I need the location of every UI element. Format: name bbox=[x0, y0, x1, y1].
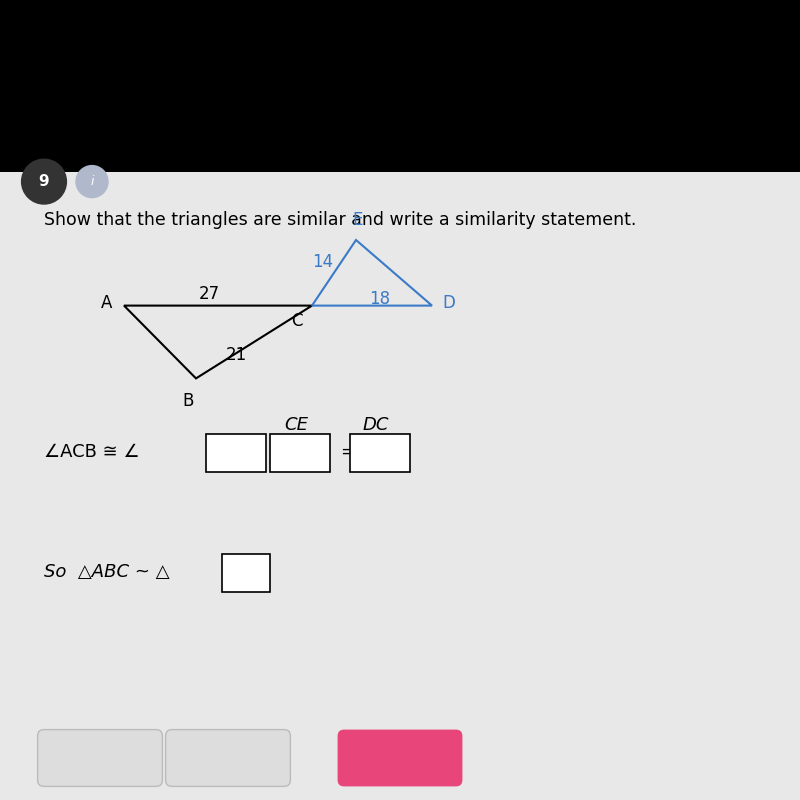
Text: ,: , bbox=[268, 447, 274, 465]
FancyBboxPatch shape bbox=[206, 434, 266, 472]
Text: 18: 18 bbox=[370, 290, 390, 308]
FancyBboxPatch shape bbox=[166, 730, 290, 786]
FancyBboxPatch shape bbox=[350, 434, 410, 472]
Text: i: i bbox=[90, 175, 94, 188]
Circle shape bbox=[76, 166, 108, 198]
Text: B: B bbox=[182, 392, 194, 410]
Text: CE: CE bbox=[284, 416, 308, 434]
Text: A: A bbox=[101, 294, 112, 312]
Text: =: = bbox=[340, 443, 354, 461]
FancyBboxPatch shape bbox=[222, 554, 270, 592]
FancyBboxPatch shape bbox=[38, 730, 162, 786]
Text: So  △ABC ~ △: So △ABC ~ △ bbox=[44, 563, 170, 581]
Text: 14: 14 bbox=[312, 254, 333, 271]
FancyBboxPatch shape bbox=[338, 730, 462, 786]
Text: 27: 27 bbox=[199, 286, 220, 303]
Text: 21: 21 bbox=[226, 346, 246, 364]
Text: ∠ACB ≅ ∠: ∠ACB ≅ ∠ bbox=[44, 443, 140, 461]
Text: 9: 9 bbox=[38, 174, 50, 189]
FancyBboxPatch shape bbox=[270, 434, 330, 472]
Text: Show that the triangles are similar and write a similarity statement.: Show that the triangles are similar and … bbox=[44, 211, 636, 229]
Circle shape bbox=[22, 159, 66, 204]
Text: DC: DC bbox=[362, 416, 390, 434]
Bar bbox=[0, 0, 800, 172]
Text: C: C bbox=[291, 312, 302, 330]
Text: D: D bbox=[442, 294, 455, 312]
Text: E: E bbox=[353, 211, 362, 229]
